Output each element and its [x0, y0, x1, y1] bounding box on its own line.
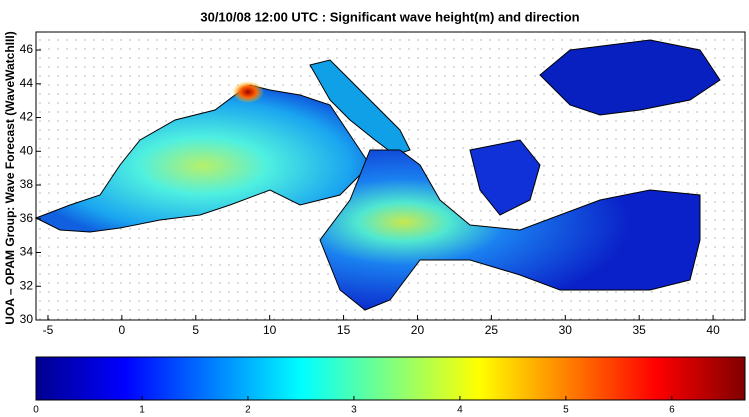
colorbar-tick-label: 6 — [669, 405, 675, 416]
x-tick-label: -5 — [43, 323, 54, 337]
x-tick-label: 15 — [337, 323, 351, 337]
colorbar-tick-label: 5 — [563, 405, 569, 416]
x-tick-label: 10 — [263, 323, 277, 337]
x-tick-label: 40 — [706, 323, 720, 337]
y-axis-label: UOA – OPAM Group: Wave Forecast (WaveWat… — [3, 31, 17, 324]
map-area — [34, 31, 746, 321]
map-frame — [35, 31, 746, 321]
adriatic-sea — [309, 59, 411, 156]
y-tick-label: 46 — [20, 42, 34, 56]
x-tick-label: 20 — [411, 323, 425, 337]
peak-wave-area — [232, 81, 264, 103]
y-tick-label: 42 — [20, 110, 34, 124]
y-tick-label: 34 — [20, 245, 34, 259]
x-tick-label: 25 — [485, 323, 499, 337]
y-tick-label: 40 — [20, 143, 34, 157]
x-tick-label: 5 — [192, 323, 199, 337]
colorbar-tick-label: 3 — [351, 405, 357, 416]
x-tick-label: 30 — [559, 323, 573, 337]
colorbar-tick-label: 4 — [457, 405, 463, 416]
y-tick-label: 32 — [20, 278, 34, 292]
western-mediterranean — [34, 84, 371, 233]
aegean-sea — [469, 139, 541, 216]
x-tick-label: 35 — [632, 323, 646, 337]
colorbar-tick-label: 2 — [245, 405, 251, 416]
colorbar-tick-label: 1 — [139, 405, 145, 416]
colorbar-tick-label: 0 — [33, 405, 39, 416]
x-tick-label: 0 — [119, 323, 126, 337]
colorbar — [35, 356, 746, 401]
black-sea — [539, 39, 721, 116]
y-tick-label: 36 — [20, 211, 34, 225]
eastern-mediterranean — [319, 149, 701, 311]
y-tick-label: 30 — [20, 312, 34, 326]
y-tick-label: 44 — [20, 76, 34, 90]
y-tick-label: 38 — [20, 177, 34, 191]
title: 30/10/08 12:00 UTC : Significant wave he… — [200, 9, 579, 24]
